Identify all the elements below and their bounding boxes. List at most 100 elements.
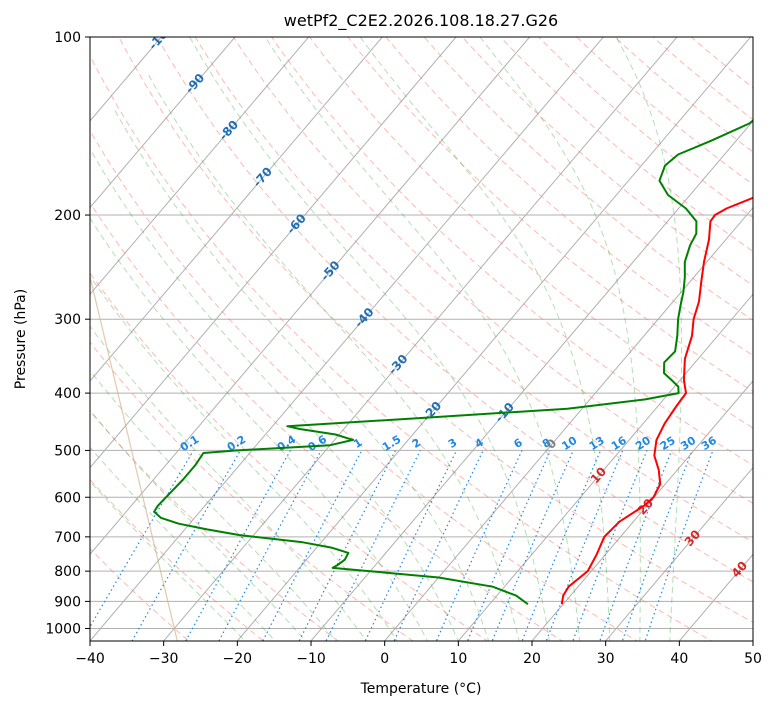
dry-adiabat-line <box>90 272 489 641</box>
mixing-ratio-line <box>545 450 624 641</box>
isotherm-line <box>90 37 310 296</box>
temperature-profile-line <box>560 196 753 605</box>
dry-adiabat-line <box>614 37 753 153</box>
mixing-ratio-label: 2 <box>410 436 423 451</box>
background-curve <box>90 274 178 641</box>
line-labels: 0.1 0.2 0.4 0.6 1 1.5 2 3 4 6 8 10 13 16 20 25 30 36-100-… <box>146 37 750 580</box>
isotherm-line <box>90 37 457 469</box>
mixing-ratio-line <box>364 450 458 641</box>
dry-adiabat-line <box>90 547 190 641</box>
x-tick-label: 20 <box>523 651 541 667</box>
y-axis-label: Pressure (hPa) <box>13 289 29 389</box>
isotherm-line <box>90 37 384 382</box>
mixing-ratio-line <box>262 450 363 641</box>
mixing-ratio-line <box>90 450 195 628</box>
x-tick-label: −10 <box>296 651 326 667</box>
mixing-ratio-label: 6 <box>511 436 525 451</box>
mixing-ratio-label: 1 <box>351 436 364 451</box>
dry-adiabat-line <box>90 54 713 641</box>
y-tick-label: 300 <box>54 312 81 328</box>
y-tick-label: 200 <box>54 208 81 224</box>
moist-adiabat-line <box>615 37 683 641</box>
chart-title: wetPf2_C2E2.2026.108.18.27.G26 <box>284 11 558 31</box>
dry-adiabat-line <box>537 37 753 219</box>
mixing-ratio-line <box>325 450 421 641</box>
moist-adiabat-line <box>90 480 246 641</box>
moist-adiabat-line <box>90 275 398 641</box>
dry-adiabat-line <box>347 37 753 392</box>
moist-adiabat-line <box>90 147 459 641</box>
isotherm-line <box>90 37 163 122</box>
dry-adiabat-line <box>90 410 340 641</box>
isotherm-line <box>90 37 236 209</box>
dry-adiabat-line <box>90 341 414 641</box>
mixing-ratio-line <box>435 450 523 641</box>
mixing-ratio-line <box>393 450 484 641</box>
moist-adiabat-line <box>113 108 490 641</box>
dry-adiabat-line <box>90 478 265 641</box>
y-tick-label: 100 <box>54 30 81 46</box>
mixing-ratio-line <box>466 450 552 641</box>
moist-adiabat-line <box>479 37 641 641</box>
dry-adiabat-line <box>118 37 753 624</box>
mixing-ratio-line <box>131 450 241 641</box>
y-tick-label: 900 <box>54 594 81 610</box>
x-tick-label: 40 <box>670 651 688 667</box>
plot-frame <box>89 36 754 642</box>
isotherm-line <box>752 640 753 641</box>
mixing-ratio-line <box>218 450 322 641</box>
background-lines <box>90 37 753 641</box>
dry-adiabat-line <box>309 37 753 429</box>
dry-adiabat-line <box>499 37 753 252</box>
isotherm-line <box>383 206 753 641</box>
isotherm-line <box>457 293 753 641</box>
isotherm-line <box>531 380 753 641</box>
dry-adiabat-line <box>576 37 753 186</box>
mixing-ratio-line <box>185 450 291 641</box>
dry-adiabat-line <box>194 37 753 543</box>
x-tick-label: 10 <box>449 651 467 667</box>
x-tick-label: −30 <box>149 651 179 667</box>
y-tick-label: 700 <box>54 530 81 546</box>
mixing-ratio-label: 3 <box>446 436 459 451</box>
x-tick-label: −40 <box>75 651 105 667</box>
mixing-ratio-line <box>491 450 574 641</box>
y-tick-label: 1000 <box>45 621 81 637</box>
x-tick-label: 30 <box>597 651 615 667</box>
moist-adiabat-line <box>90 446 276 641</box>
y-tick-label: 600 <box>54 490 81 506</box>
x-axis-label: Temperature (°C) <box>360 681 482 697</box>
dry-adiabat-line <box>90 201 564 641</box>
dry-adiabat-line <box>652 37 753 121</box>
moist-adiabat-line <box>90 325 367 641</box>
moist-adiabat-line <box>90 409 307 641</box>
dry-adiabat-line <box>270 37 753 466</box>
moist-adiabat-line <box>90 217 429 641</box>
moist-adiabat-line <box>189 37 550 641</box>
x-tick-label: −20 <box>223 651 253 667</box>
dry-adiabat-line <box>385 37 753 357</box>
isotherm-line <box>162 37 678 641</box>
isotherm-line <box>310 120 753 641</box>
y-tick-label: 800 <box>54 564 81 580</box>
x-tick-label: 0 <box>380 651 389 667</box>
dry-adiabat-line <box>156 37 753 583</box>
sounding-series <box>153 119 753 606</box>
isotherm-line <box>90 37 605 641</box>
moist-adiabat-line <box>264 37 581 641</box>
y-tick-label: 400 <box>54 386 81 402</box>
mixing-ratio-line <box>521 450 602 641</box>
mixing-ratio-line <box>644 450 714 641</box>
dewpoint-profile-line <box>153 119 753 606</box>
isotherm-line <box>90 37 531 556</box>
mixing-ratio-line <box>572 450 648 641</box>
dry-adiabat-line <box>232 37 753 504</box>
isotherm-line <box>604 466 753 641</box>
x-tick-label: 50 <box>744 651 762 667</box>
y-tick-label: 500 <box>54 443 81 459</box>
dry-adiabat-line <box>423 37 753 321</box>
axis-ticks: −40 −30 −20 −10 0 10 20 30 40 50 100 200 300 400 500 60… <box>45 30 762 667</box>
moist-adiabat-line <box>148 74 520 641</box>
moist-adiabat-line <box>359 37 611 641</box>
